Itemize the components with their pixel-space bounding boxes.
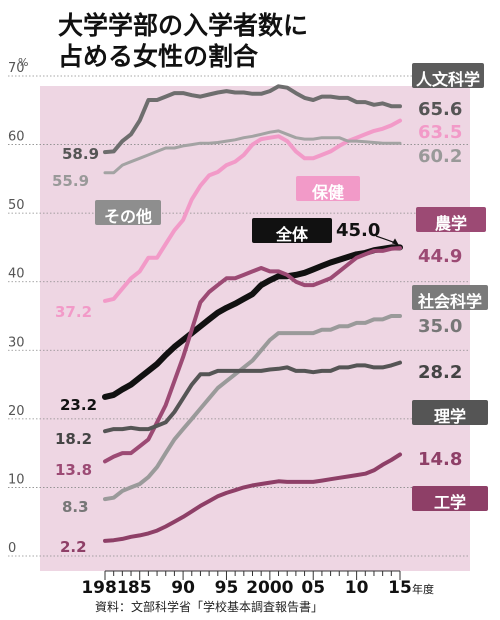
title-line-2: 占める女性の割合 bbox=[58, 42, 259, 71]
end-value-label: 60.2 bbox=[418, 146, 462, 167]
x-axis-unit: 年度 bbox=[412, 582, 434, 596]
end-value-label: 45.0 bbox=[336, 220, 380, 241]
series-name-label: 工学 bbox=[434, 493, 466, 512]
end-value-label: 14.8 bbox=[418, 449, 462, 470]
y-tick-label: 30 bbox=[8, 335, 25, 350]
series-name-badge bbox=[412, 285, 488, 310]
x-tick-label: 15 bbox=[388, 578, 412, 598]
y-tick-label: 50 bbox=[8, 198, 25, 213]
chart-title: 大学学部の入学者数に 占める女性の割合 bbox=[58, 10, 308, 72]
series-line bbox=[103, 84, 402, 155]
x-tick-label: 1981 bbox=[81, 578, 128, 598]
x-tick-label: 10 bbox=[345, 578, 369, 598]
series-line bbox=[103, 360, 402, 434]
x-tick-label: 05 bbox=[301, 578, 325, 598]
start-value-label: 13.8 bbox=[55, 461, 92, 479]
end-value-label: 65.6 bbox=[418, 99, 462, 120]
pointer-arrowhead bbox=[392, 238, 399, 246]
plot-background bbox=[40, 86, 470, 571]
series-lines bbox=[102, 84, 403, 543]
series-name-badge bbox=[416, 207, 486, 232]
y-axis-unit: % bbox=[18, 56, 28, 69]
y-tick-label: 10 bbox=[8, 472, 25, 487]
series-name-badge bbox=[412, 486, 488, 511]
x-tick-label: 85 bbox=[128, 578, 152, 598]
plot-area bbox=[40, 86, 470, 571]
series-name-badge bbox=[296, 176, 360, 201]
series-name-label: 全体 bbox=[275, 225, 309, 244]
x-tick-label: 2000 bbox=[246, 578, 293, 598]
source-note: 資料：文部科学省「学校基本調査報告書」 bbox=[95, 600, 324, 614]
series-name-label: 農学 bbox=[435, 214, 467, 233]
series-name-badge bbox=[95, 200, 161, 225]
start-value-label: 37.2 bbox=[55, 303, 92, 321]
value-labels: 58.9 65.6 人文科学 37.2 63.5 保健 55.9 60.2 その他 23.2 45.… bbox=[52, 63, 488, 556]
end-value-label: 28.2 bbox=[418, 362, 462, 383]
y-tick-label: 40 bbox=[8, 267, 25, 282]
title-line-1: 大学学部の入学者数に bbox=[58, 11, 309, 40]
series-name-label: 保健 bbox=[311, 183, 344, 202]
y-tick-label: 20 bbox=[8, 404, 25, 419]
series-name-label: 人文科学 bbox=[416, 70, 480, 89]
series-name-badge bbox=[412, 400, 488, 425]
end-value-label: 63.5 bbox=[418, 122, 462, 143]
series-name-label: その他 bbox=[104, 207, 152, 226]
start-value-label: 55.9 bbox=[52, 172, 89, 190]
series-name-badge bbox=[412, 63, 484, 88]
y-tick-label: 0 bbox=[8, 541, 16, 556]
x-tick-label: 90 bbox=[171, 578, 195, 598]
series-line bbox=[103, 129, 402, 175]
y-tick-label: 60 bbox=[8, 130, 25, 145]
start-value-label: 8.3 bbox=[62, 498, 89, 516]
end-value-label: 35.0 bbox=[418, 316, 462, 337]
series-name-label: 社会科学 bbox=[417, 292, 482, 311]
end-value-label: 44.9 bbox=[418, 246, 462, 267]
start-value-label: 18.2 bbox=[55, 430, 92, 448]
start-value-label: 23.2 bbox=[60, 396, 97, 414]
series-line bbox=[103, 314, 402, 502]
series-line bbox=[102, 244, 403, 400]
series-name-label: 理学 bbox=[434, 407, 466, 426]
y-tick-label: 70 bbox=[8, 61, 25, 76]
start-value-label: 2.2 bbox=[60, 538, 87, 556]
start-value-label: 58.9 bbox=[62, 145, 99, 163]
series-line bbox=[103, 452, 402, 543]
series-name-badge bbox=[252, 218, 332, 243]
x-tick-label: 95 bbox=[215, 578, 239, 598]
